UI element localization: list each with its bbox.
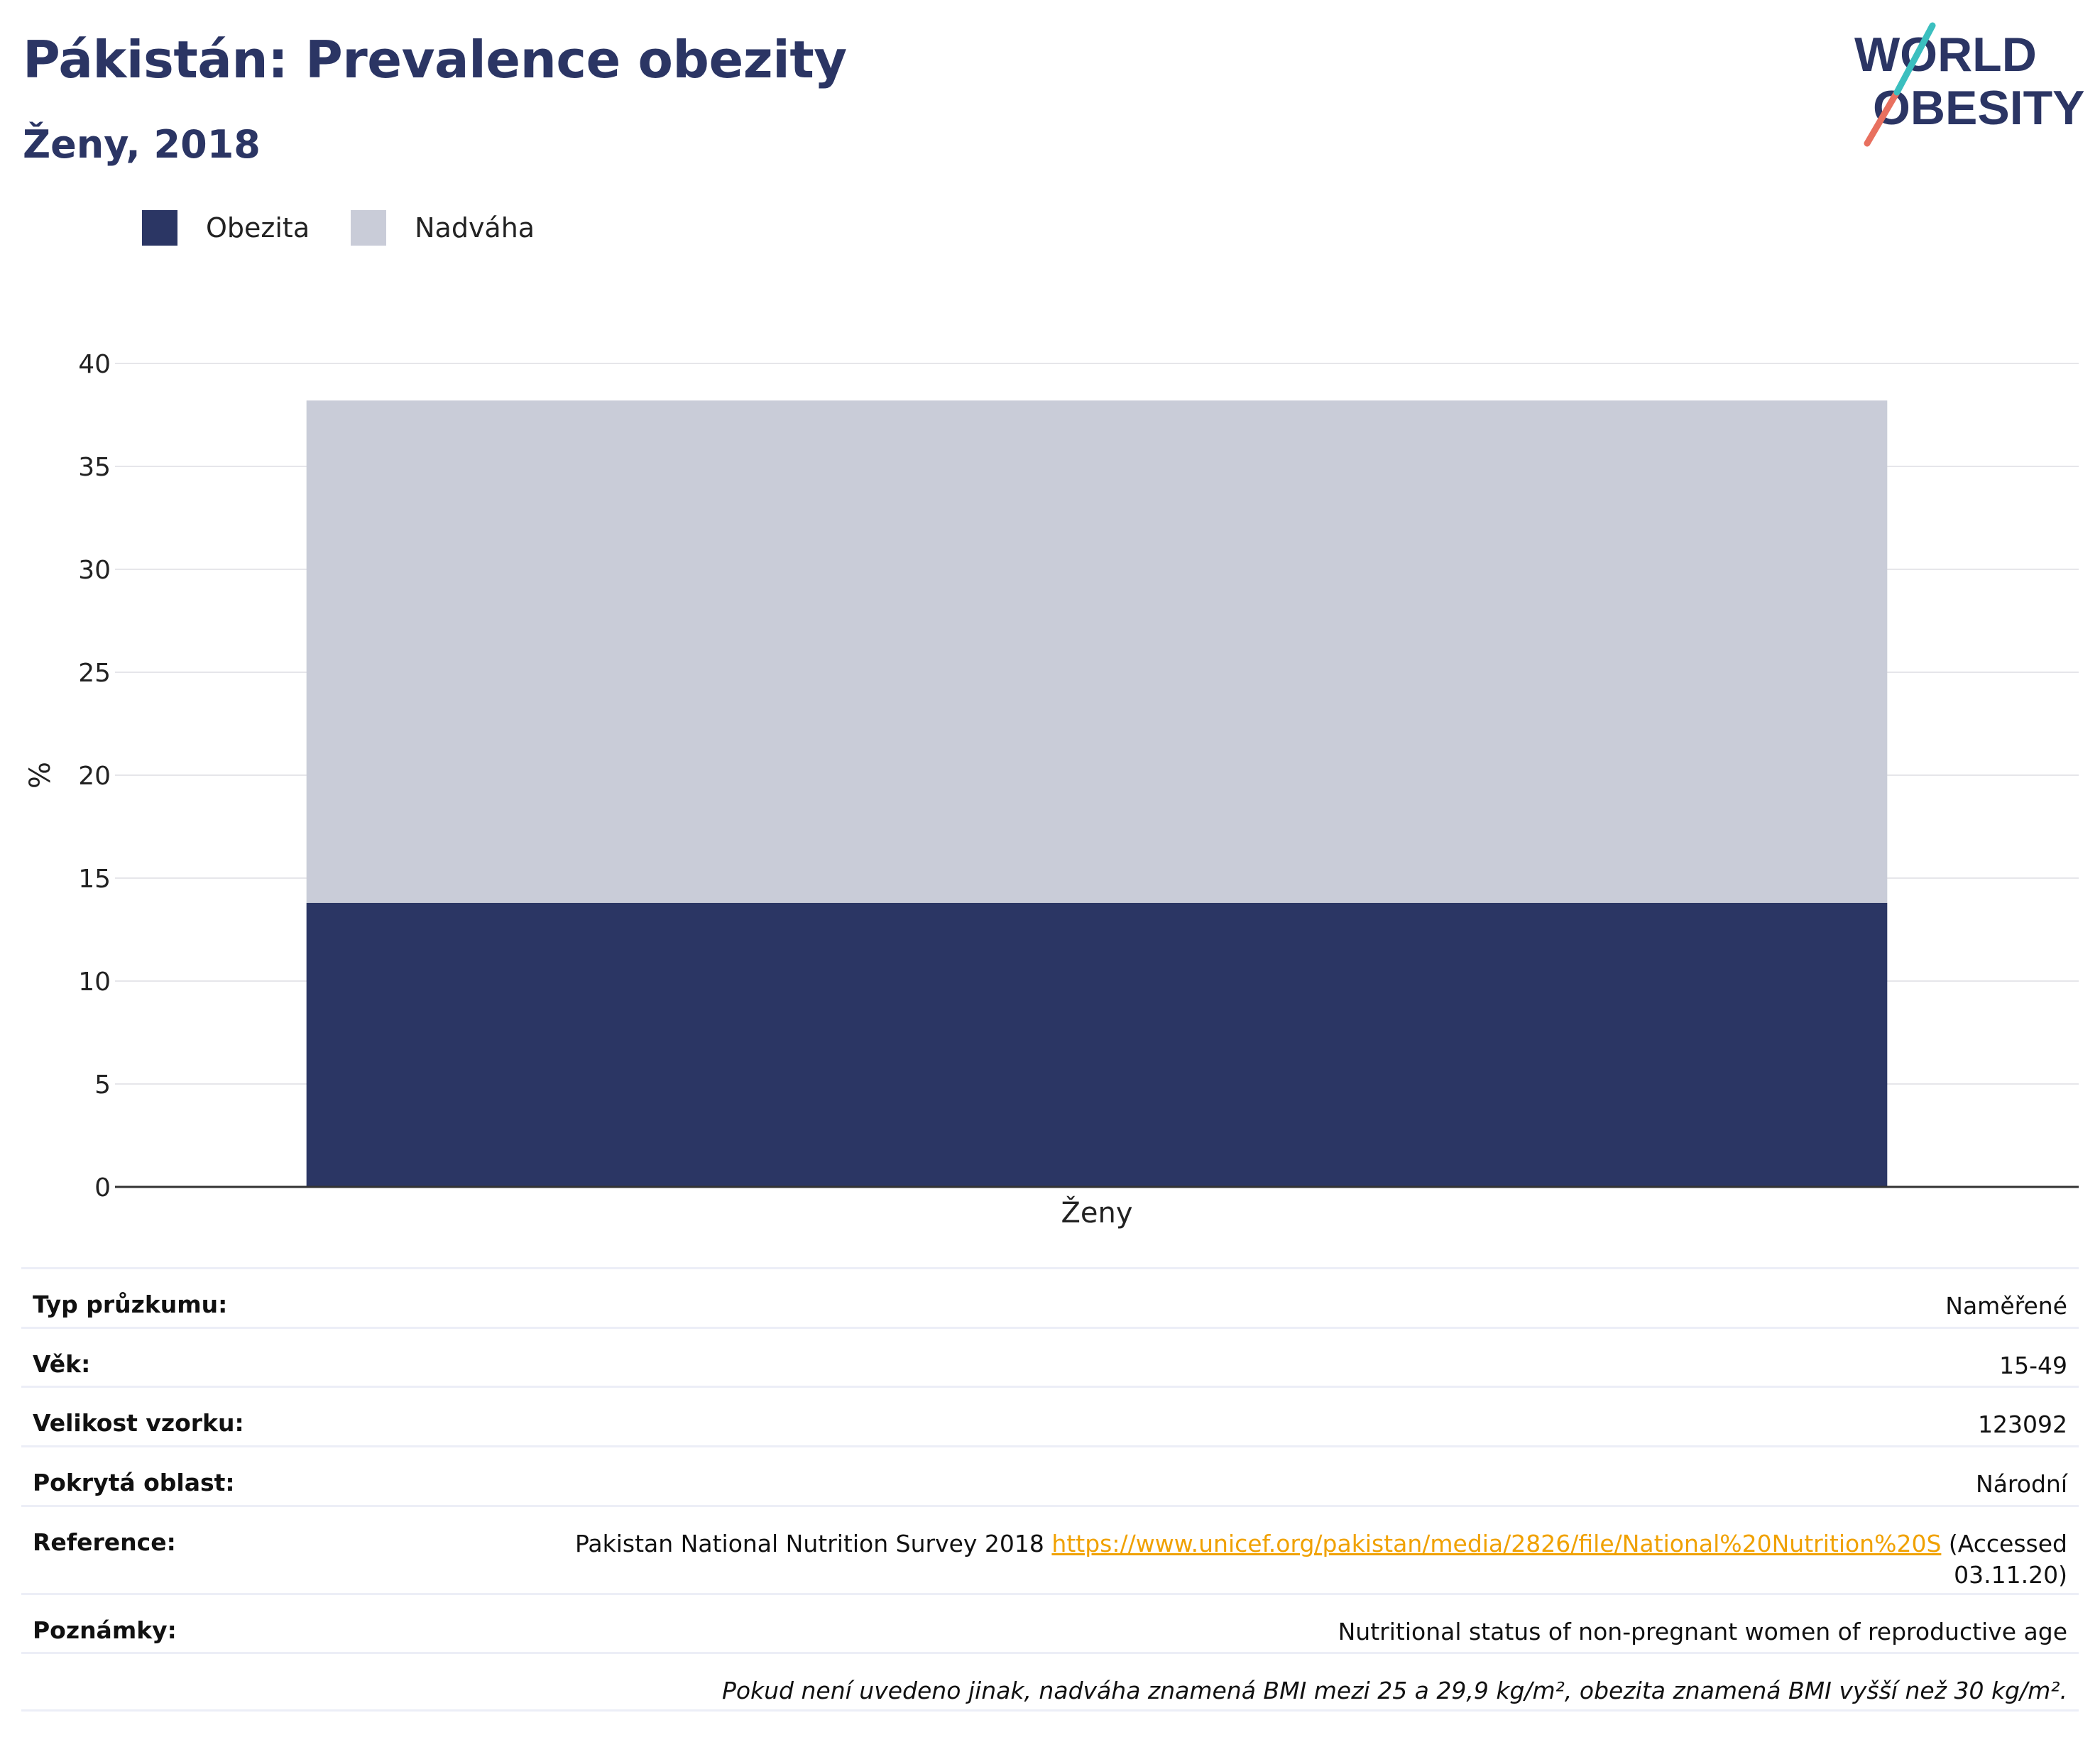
y-tick-label: 25 [78,659,111,688]
legend-label-overweight: Nadváha [415,212,535,243]
y-tick-label: 15 [78,865,111,894]
reference-value: Pakistan National Nutrition Survey 2018 … [575,1528,2067,1591]
info-row-survey-type: Typ průzkumu: Naměřené [21,1267,2079,1327]
page-title: Pákistán: Prevalence obezity [23,30,847,89]
survey-type-label: Typ průzkumu: [33,1291,228,1318]
legend-item-overweight[interactable]: Nadváha [351,210,535,246]
y-tick-label: 30 [78,556,111,585]
notes-label: Poznámky: [33,1616,177,1644]
info-row-coverage: Pokrytá oblast: Národní [21,1445,2079,1505]
info-row-reference: Reference: Pakistan National Nutrition S… [21,1505,2079,1593]
coverage-value: Národní [1976,1470,2067,1498]
y-tick-label: 35 [78,453,111,482]
legend-label-obesity: Obezita [206,212,310,243]
legend-swatch-obesity [142,210,177,246]
sample-size-value: 123092 [1978,1411,2067,1438]
reference-link[interactable]: https://www.unicef.org/pakistan/media/28… [1051,1530,1942,1557]
legend-swatch-overweight [351,210,387,246]
chart-legend: Obezita Nadváha [142,210,576,246]
svg-text:WORLD: WORLD [1854,28,2037,82]
info-row-notes: Poznámky: Nutritional status of non-preg… [21,1593,2079,1652]
y-tick-label: 5 [94,1070,111,1100]
survey-info-table: Typ průzkumu: Naměřené Věk: 15-49 Veliko… [21,1267,2079,1712]
legend-item-obesity[interactable]: Obezita [142,210,310,246]
reference-date: 03.11.20) [1954,1561,2067,1589]
bmi-footnote: Pokud není uvedeno jinak, nadváha znamen… [721,1677,2067,1704]
info-row-sample-size: Velikost vzorku: 123092 [21,1386,2079,1445]
age-label: Věk: [33,1350,91,1378]
bar-chart: 0 5 10 15 20 25 30 35 40% Ženy [24,350,2079,1230]
y-tick-label: 10 [78,968,111,997]
info-row-age: Věk: 15-49 [21,1327,2079,1386]
page-subtitle: Ženy, 2018 [23,122,261,167]
bar-nadváha [306,400,1888,903]
x-tick-label: Ženy [1061,1195,1132,1230]
notes-value: Nutritional status of non-pregnant women… [1338,1618,2067,1645]
y-tick-label: 0 [94,1173,111,1203]
age-value: 15-49 [1999,1352,2067,1379]
bar-obezita [306,902,1888,1187]
reference-accessed: (Accessed [1948,1530,2067,1557]
y-axis-label: % [24,762,57,789]
y-tick-label: 40 [78,350,111,379]
sample-size-label: Velikost vzorku: [33,1409,244,1437]
coverage-label: Pokrytá oblast: [33,1469,235,1496]
info-row-footnote: Pokud není uvedeno jinak, nadváha znamen… [21,1652,2079,1712]
world-obesity-logo: WORLD OBESITY [1854,22,2085,147]
reference-text: Pakistan National Nutrition Survey 2018 [575,1530,1044,1557]
survey-type-value: Naměřené [1945,1292,2067,1320]
reference-label: Reference: [33,1528,176,1556]
y-tick-label: 20 [78,762,111,791]
svg-text:OBESITY: OBESITY [1873,81,2085,135]
